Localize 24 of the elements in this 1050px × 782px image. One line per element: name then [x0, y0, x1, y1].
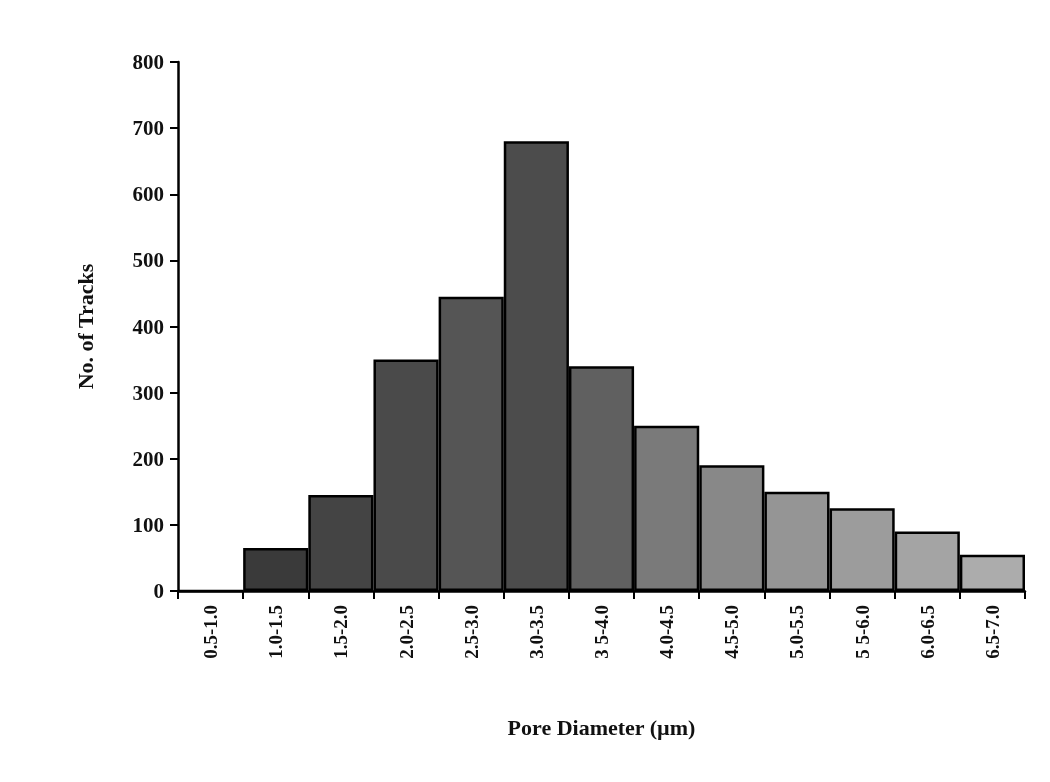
y-tick-label: 700	[132, 116, 164, 141]
y-tick-label: 800	[132, 50, 164, 74]
y-tick-label: 200	[132, 446, 164, 471]
y-tick-label: 500	[132, 248, 164, 273]
x-tick-label: 1.5-2.0	[330, 605, 352, 659]
x-tick-label: 3.0-3.5	[525, 605, 547, 659]
x-tick-label: 3 5-4.0	[591, 605, 612, 659]
x-tick-label: 4.5-5.0	[721, 605, 743, 659]
y-tick-label: 600	[132, 182, 164, 207]
x-axis-title: Pore Diameter (µm)	[507, 714, 696, 740]
x-tick-label: 5 5-6.0	[851, 605, 873, 659]
y-axis-title: No. of Tracks	[72, 263, 98, 390]
x-tick-label: 5.0-5.5	[786, 605, 808, 659]
y-tick-label: 100	[132, 512, 164, 537]
y-tick-label: 0	[153, 579, 164, 603]
x-tick-label: 6.0-6.5	[916, 605, 938, 659]
x-tick-label: 6.5-7.0	[981, 605, 1003, 659]
x-tick-label: 0.5-1.0	[200, 605, 222, 659]
x-tick-label: 2.5-3.0	[460, 605, 482, 659]
x-tick-label: 2.0-2.5	[395, 605, 417, 659]
x-tick-label: 1.0-1.5	[265, 605, 287, 659]
x-tick-label: 4.0-4.5	[656, 605, 678, 659]
y-tick-label: 300	[132, 380, 164, 405]
y-tick-label: 400	[132, 314, 164, 339]
